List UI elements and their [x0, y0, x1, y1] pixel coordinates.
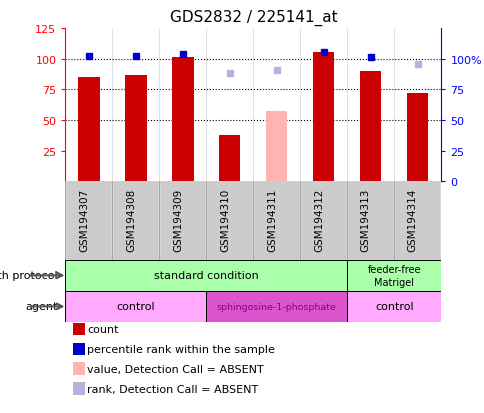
- Bar: [206, 291, 347, 322]
- Text: count: count: [87, 324, 119, 334]
- Bar: [172, 58, 193, 182]
- Bar: [78, 78, 99, 182]
- Text: agent: agent: [26, 301, 58, 312]
- Text: growth protocol: growth protocol: [0, 271, 58, 281]
- Text: control: control: [116, 301, 155, 312]
- Text: GSM194307: GSM194307: [79, 188, 89, 251]
- Text: rank, Detection Call = ABSENT: rank, Detection Call = ABSENT: [87, 384, 258, 394]
- Bar: [65, 260, 347, 291]
- Bar: [347, 260, 440, 291]
- Text: GSM194314: GSM194314: [407, 188, 417, 251]
- Bar: [360, 72, 380, 182]
- Bar: [347, 291, 440, 322]
- Text: GSM194308: GSM194308: [126, 188, 136, 251]
- Text: value, Detection Call = ABSENT: value, Detection Call = ABSENT: [87, 364, 263, 374]
- Bar: [219, 135, 240, 182]
- Text: standard condition: standard condition: [154, 271, 258, 281]
- Text: percentile rank within the sample: percentile rank within the sample: [87, 344, 274, 354]
- Text: control: control: [374, 301, 413, 312]
- Bar: [313, 53, 334, 182]
- Text: sphingosine-1-phosphate: sphingosine-1-phosphate: [216, 302, 336, 311]
- Text: GSM194313: GSM194313: [360, 188, 370, 251]
- Bar: [266, 112, 287, 182]
- Bar: [65, 291, 206, 322]
- Bar: [125, 75, 146, 182]
- Text: GSM194309: GSM194309: [173, 188, 182, 251]
- Title: GDS2832 / 225141_at: GDS2832 / 225141_at: [169, 10, 336, 26]
- Text: GSM194311: GSM194311: [266, 188, 276, 251]
- Text: GSM194312: GSM194312: [313, 188, 323, 251]
- Bar: [407, 94, 427, 182]
- Text: GSM194310: GSM194310: [219, 188, 229, 251]
- Text: feeder-free
Matrigel: feeder-free Matrigel: [367, 264, 420, 287]
